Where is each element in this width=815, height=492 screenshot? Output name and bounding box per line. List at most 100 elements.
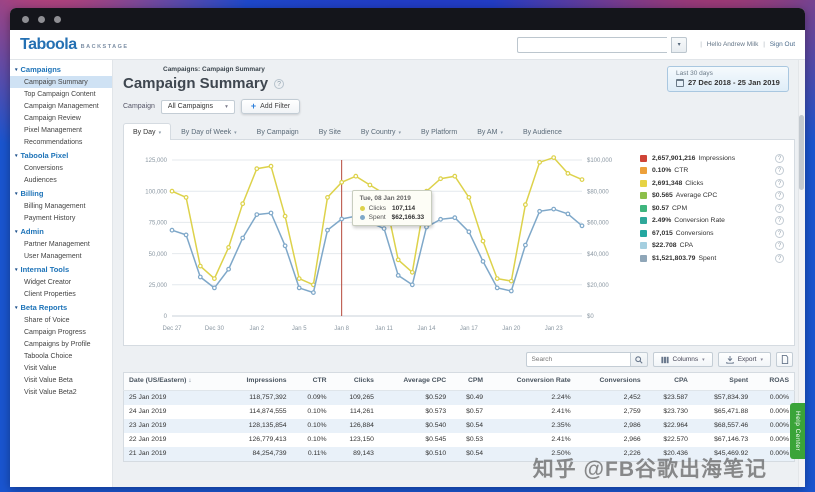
sidebar-item-campaigns-by-profile[interactable]: Campaigns by Profile [24, 340, 91, 348]
sidebar-item-visit-value-beta2[interactable]: Visit Value Beta2 [24, 388, 77, 396]
metric-help-icon[interactable]: ? [775, 166, 784, 175]
columns-button[interactable]: Columns ▾ [652, 352, 713, 367]
sidebar-section-taboola-pixel[interactable]: ▾ Taboola Pixel [10, 148, 112, 162]
legend-swatch [640, 242, 647, 249]
metric-help-icon[interactable]: ? [775, 241, 784, 250]
value-cell: 2.41% [551, 436, 571, 443]
sidebar-item-taboola-choice[interactable]: Taboola Choice [24, 352, 73, 360]
value-cell: 0.00% [769, 394, 789, 401]
svg-text:100,000: 100,000 [145, 189, 167, 195]
sidebar-item-user-management[interactable]: User Management [24, 252, 82, 260]
export-icon [726, 355, 734, 364]
value-cell: 114,261 [349, 408, 374, 415]
column-header-spent[interactable]: Spent [692, 372, 754, 391]
column-header-average-cpc[interactable]: Average CPC [378, 372, 452, 391]
column-header-clicks[interactable]: Clicks [331, 372, 379, 391]
tab-by-audience[interactable]: By Audience [513, 123, 572, 140]
table-row[interactable]: 24 Jan 2019 114,874,555 0.10% 114,261 $0.573… [124, 405, 795, 419]
metric-help-icon[interactable]: ? [775, 178, 784, 188]
window-dot-3[interactable] [54, 15, 61, 23]
sidebar-item-payment-history[interactable]: Payment History [24, 214, 76, 222]
sidebar-item-conversions[interactable]: Conversions [24, 164, 63, 172]
sidebar-item-client-properties[interactable]: Client Properties [24, 290, 76, 298]
vertical-scrollbar[interactable] [798, 60, 805, 487]
column-header-roas[interactable]: ROAS [753, 372, 795, 391]
sidebar-item-widget-creator[interactable]: Widget Creator [24, 278, 72, 286]
sidebar-section-beta-reports[interactable]: ▾ Beta Reports [10, 300, 112, 314]
column-header-ctr[interactable]: CTR [291, 372, 332, 391]
table-row[interactable]: 21 Jan 2019 84,254,739 0.11% 89,143 $0.510 $0… [123, 446, 795, 461]
report-page-button[interactable] [776, 352, 793, 367]
account-search-input[interactable] [517, 36, 668, 53]
chart-tooltip: Tue, 08 Jan 2019 Clicks 107,114 Spent $6… [351, 190, 433, 226]
sidebar-item-partner-management[interactable]: Partner Management [24, 240, 90, 248]
tab-label: By Day of Week [181, 129, 232, 136]
svg-text:Jan 20: Jan 20 [502, 326, 521, 332]
metric-help-icon[interactable]: ? [775, 153, 784, 163]
column-header-conversion-rate[interactable]: Conversion Rate [488, 372, 576, 391]
separator: | [700, 41, 702, 48]
window-dot-2[interactable] [38, 15, 45, 23]
help-tab[interactable]: Help Center [790, 403, 805, 459]
metric-help-icon[interactable]: ? [775, 203, 784, 213]
column-header-cpa[interactable]: CPA [645, 372, 693, 391]
sidebar-section-label: Taboola Pixel [20, 151, 69, 160]
sidebar-item-recommendations[interactable]: Recommendations [24, 138, 83, 146]
table-row[interactable]: 23 Jan 2019 128,135,854 0.10% 126,884 $0.540… [123, 418, 795, 433]
column-header-conversions[interactable]: Conversions [575, 372, 646, 391]
tab-by-day[interactable]: By Day ▾ [123, 123, 172, 140]
metric-help-icon[interactable]: ? [775, 228, 784, 238]
sidebar-section-admin[interactable]: ▾ Admin [10, 224, 112, 238]
svg-text:125,000: 125,000 [145, 158, 167, 164]
table-row[interactable]: 22 Jan 2019 126,779,413 0.10% 123,150 $0.545… [124, 433, 795, 447]
metric-help-icon[interactable]: ? [775, 253, 784, 263]
table-search-input[interactable] [525, 352, 631, 367]
chevron-down-icon: ▾ [158, 129, 162, 136]
sidebar-item-visit-value-beta[interactable]: Visit Value Beta [24, 376, 73, 384]
sidebar-item-share-of-voice[interactable]: Share of Voice [24, 316, 70, 324]
search-button[interactable] [630, 352, 648, 367]
export-button[interactable]: Export ▾ [717, 352, 771, 367]
column-header-date-us-eastern-[interactable]: Date (US/Eastern) ↓ [123, 372, 224, 391]
sidebar-item-billing-management[interactable]: Billing Management [24, 202, 86, 210]
sidebar-item-campaign-progress[interactable]: Campaign Progress [24, 328, 86, 336]
chart-area[interactable]: 125,000 $100,000 100,000 $80,000 75,000 $60,0… [126, 146, 632, 343]
tab-by-platform[interactable]: By Platform [411, 123, 467, 140]
sidebar-item-top-campaign-content[interactable]: Top Campaign Content [24, 90, 96, 98]
value-cell: $0.49 [466, 394, 484, 401]
sidebar-section-campaigns[interactable]: ▾ Campaigns [10, 62, 112, 76]
sidebar-section-internal-tools[interactable]: ▾ Internal Tools [10, 262, 112, 276]
sidebar-item-campaign-summary[interactable]: Campaign Summary [10, 76, 112, 88]
date-range-picker[interactable]: Last 30 days 27 Dec 2018 - 25 Jan 2019 [667, 66, 789, 92]
campaign-filter-select[interactable]: All Campaigns ▾ [160, 99, 235, 114]
sign-out-link[interactable]: Sign Out [769, 41, 795, 48]
column-header-impressions[interactable]: Impressions [223, 372, 292, 391]
tab-label: By Platform [421, 129, 458, 136]
legend-value: 2,691,348 [652, 179, 683, 187]
tab-by-am[interactable]: By AM ▾ [467, 123, 513, 140]
sidebar-section-billing[interactable]: ▾ Billing [10, 186, 112, 200]
tab-by-day-of-week[interactable]: By Day of Week ▾ [171, 123, 247, 140]
column-header-cpm[interactable]: CPM [451, 372, 489, 391]
legend-swatch [640, 217, 647, 224]
window-dot-1[interactable] [22, 15, 29, 23]
sidebar-item-pixel-management[interactable]: Pixel Management [24, 126, 82, 134]
tab-label: By Audience [522, 129, 562, 136]
table-row[interactable]: 25 Jan 2019 118,757,392 0.09% 109,265 $0.529… [123, 390, 795, 405]
value-cell: 128,135,854 [248, 422, 287, 429]
sidebar-item-audiences[interactable]: Audiences [24, 176, 57, 184]
tooltip-row: Clicks 107,114 [359, 205, 425, 212]
taboola-logo[interactable]: Taboola [20, 35, 77, 53]
add-filter-button[interactable]: + Add Filter [240, 99, 301, 114]
tab-by-country[interactable]: By Country ▾ [351, 123, 411, 140]
sidebar-item-visit-value[interactable]: Visit Value [24, 364, 57, 372]
account-search-caret-button[interactable]: ▾ [671, 36, 688, 53]
sidebar-item-campaign-management[interactable]: Campaign Management [24, 102, 99, 110]
title-help-icon[interactable]: ? [274, 78, 285, 89]
tab-by-campaign[interactable]: By Campaign [247, 123, 309, 140]
scrollbar-thumb[interactable] [799, 115, 804, 190]
metric-help-icon[interactable]: ? [775, 191, 784, 200]
tab-by-site[interactable]: By Site [309, 123, 351, 140]
sidebar-item-campaign-review[interactable]: Campaign Review [24, 114, 81, 122]
metric-help-icon[interactable]: ? [775, 216, 784, 225]
